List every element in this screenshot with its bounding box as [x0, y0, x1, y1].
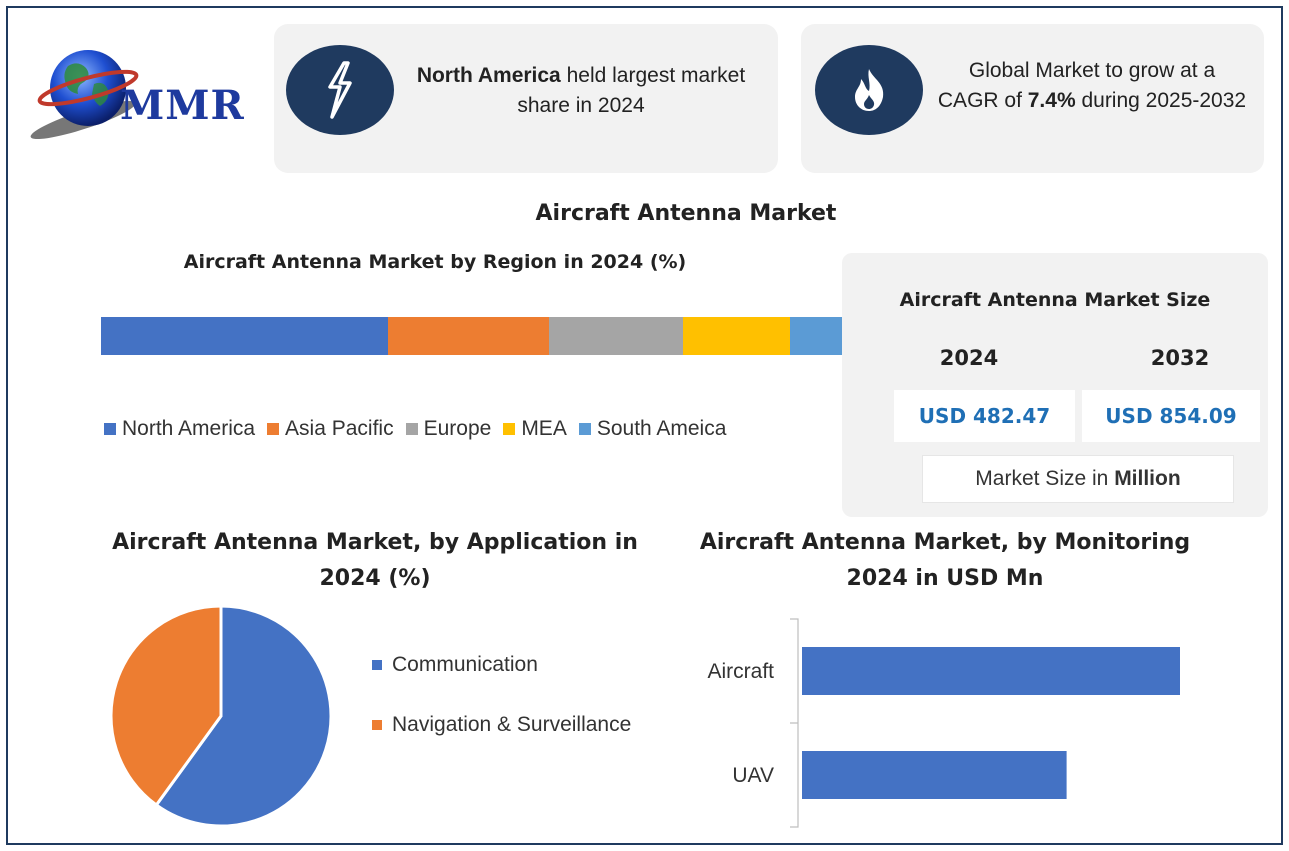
- legend-swatch: [104, 423, 116, 435]
- market-size-unit: Market Size in Million: [922, 455, 1234, 503]
- market-value-2024: USD 482.47: [894, 390, 1075, 442]
- region-segment-north-america: [101, 317, 389, 355]
- legend-label: Asia Pacific: [285, 417, 394, 440]
- application-chart-title: Aircraft Antenna Market, by Application …: [112, 530, 638, 591]
- market-value-2032: USD 854.09: [1082, 390, 1260, 442]
- card-icon-circle: [815, 45, 923, 135]
- legend-label: South Ameica: [596, 417, 727, 440]
- category-label: Aircraft: [707, 660, 774, 683]
- card-text-region: North America held largest market share …: [416, 64, 746, 117]
- card-icon-circle: [286, 45, 394, 135]
- legend-swatch: [372, 660, 382, 670]
- legend-swatch: [267, 423, 280, 435]
- legend-label: North America: [122, 417, 256, 440]
- info-card-cagr: Global Market to grow at a CAGR of 7.4% …: [801, 24, 1264, 173]
- category-axis: [790, 618, 799, 828]
- application-pie-chart: [109, 604, 333, 828]
- mmr-logo: MMR: [28, 44, 268, 144]
- market-size-title: Aircraft Antenna Market Size: [899, 289, 1211, 311]
- legend-item: MEA: [503, 417, 567, 441]
- main-title: Aircraft Antenna Market: [535, 201, 837, 226]
- info-card-region: North America held largest market share …: [274, 24, 778, 173]
- card-text-cagr: Global Market to grow at a CAGR of 7.4% …: [937, 59, 1247, 112]
- region-segment-europe: [549, 317, 684, 355]
- logo-text: MMR: [120, 82, 245, 129]
- market-size-panel: Aircraft Antenna Market Size 2024 2032 U…: [842, 253, 1268, 517]
- legend-item: South Ameica: [578, 417, 727, 441]
- legend-item: Communication: [372, 650, 631, 680]
- category-label: UAV: [732, 764, 774, 787]
- legend-label: MEA: [521, 417, 567, 440]
- monitoring-bar-chart: Aircraft UAV: [707, 618, 1180, 828]
- lightning-icon: [328, 61, 352, 119]
- pie-slice-communication: [154, 604, 333, 828]
- legend-item: Navigation & Surveillance: [372, 710, 631, 740]
- legend-item: North America: [104, 417, 255, 441]
- region-segment-mea: [683, 317, 791, 355]
- legend-label: Navigation & Surveillance: [392, 713, 632, 736]
- legend-swatch: [372, 720, 382, 730]
- bar-aircraft: [802, 647, 1180, 695]
- year-label-start: 2024: [939, 346, 999, 370]
- legend-swatch: [503, 423, 516, 435]
- application-legend: Communication Navigation & Surveillance: [372, 650, 631, 770]
- pie-slice-navigation-surveillance: [109, 604, 223, 808]
- monitoring-chart-title: Aircraft Antenna Market, by Monitoring 2…: [699, 530, 1191, 591]
- legend-swatch: [578, 423, 591, 435]
- flame-icon: [855, 69, 884, 111]
- globe-icon: [30, 50, 139, 140]
- region-chart-title: Aircraft Antenna Market by Region in 202…: [183, 251, 687, 273]
- bar-uav: [802, 751, 1067, 799]
- year-label-end: 2032: [1150, 346, 1210, 370]
- legend-item: Asia Pacific: [267, 417, 394, 441]
- region-segment-asia-pacific: [388, 317, 550, 355]
- region-legend: North America Asia Pacific Europe MEA South …: [104, 417, 738, 441]
- region-stacked-bar: [101, 317, 857, 355]
- legend-swatch: [405, 423, 418, 435]
- legend-item: Europe: [405, 417, 492, 441]
- legend-label: Communication: [392, 653, 538, 676]
- legend-label: Europe: [423, 417, 492, 440]
